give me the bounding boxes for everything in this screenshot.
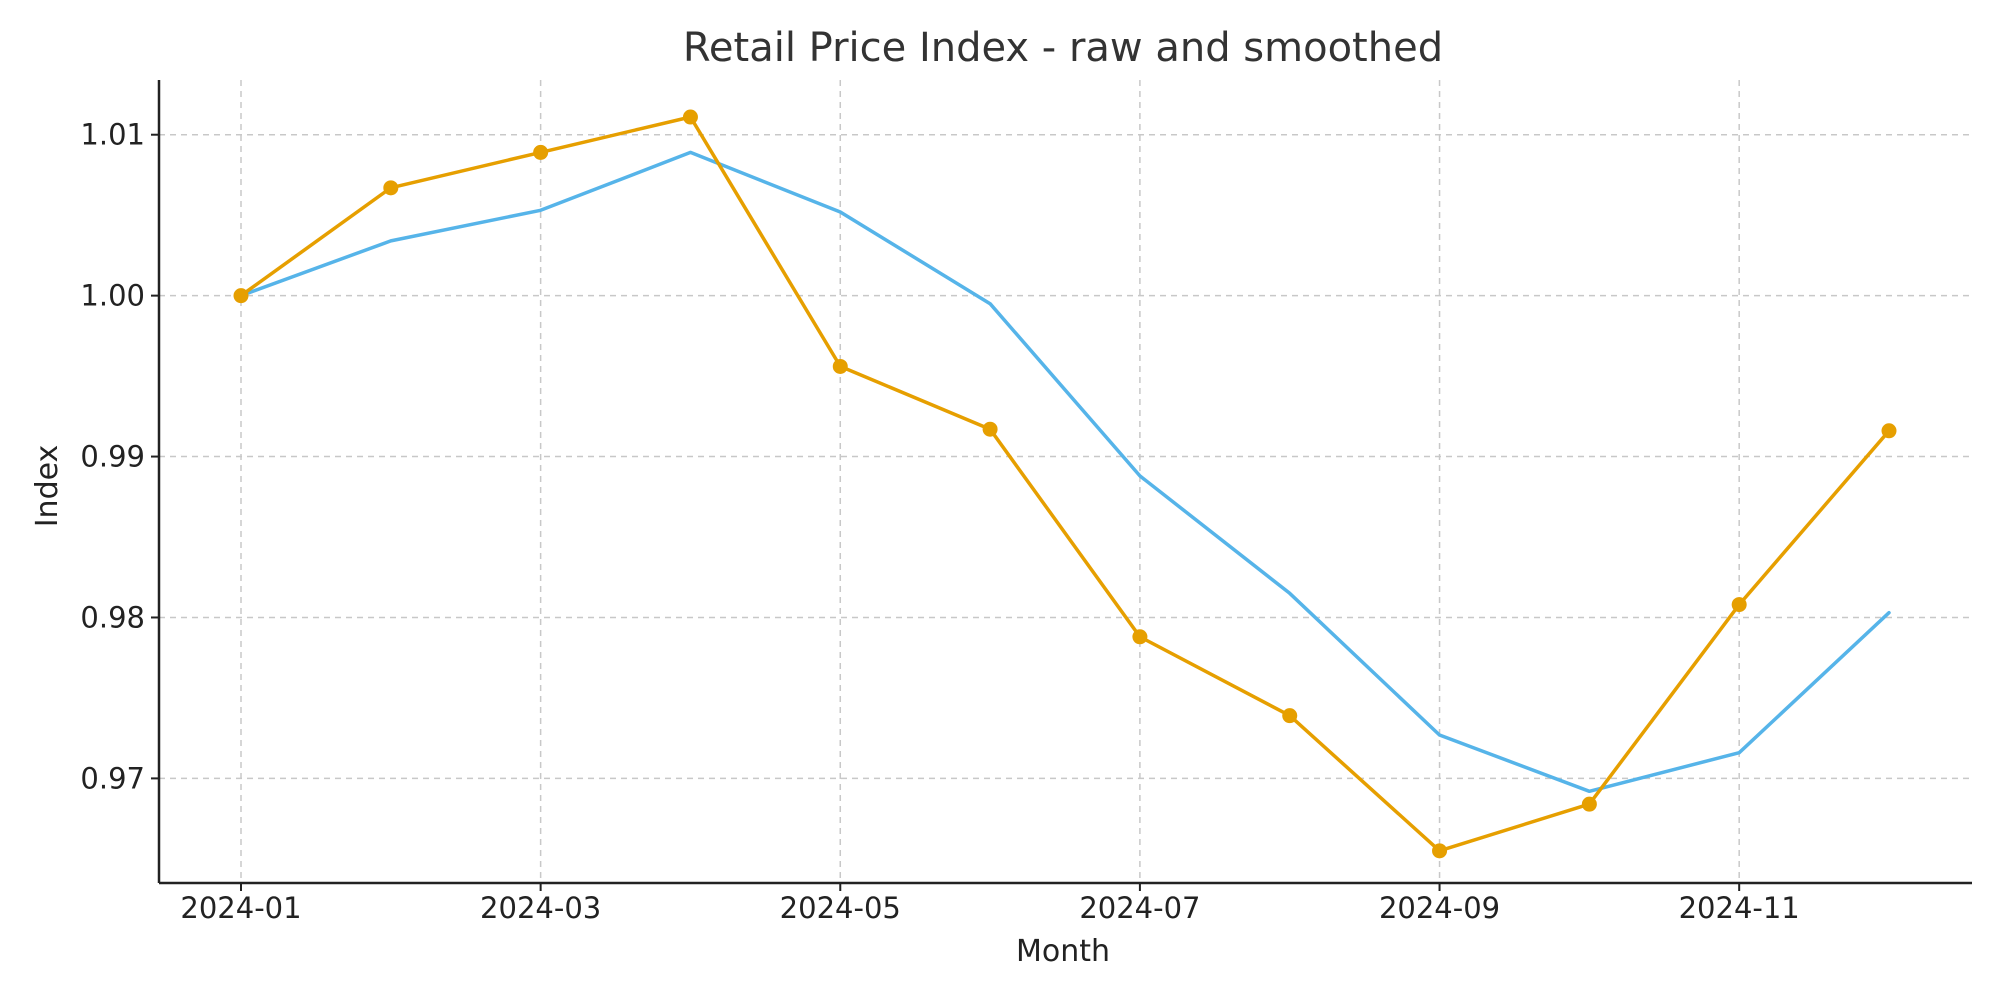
data-point (1581, 796, 1597, 812)
series-2 (233, 109, 1897, 859)
data-point (682, 109, 698, 125)
data-point (1432, 843, 1448, 859)
data-point (233, 288, 249, 304)
x-tick-label: 2024-09 (1379, 891, 1500, 925)
x-tick-label: 2024-07 (1079, 891, 1200, 925)
axes (157, 80, 1972, 885)
y-axis-label: Index (30, 445, 65, 528)
x-tick-label: 2024-11 (1679, 891, 1800, 925)
tick-labels: 2024-01 2024-03 2024-05 2024-07 2024-09 2024-… (80, 118, 1799, 925)
data-point (1881, 423, 1897, 439)
plot-area (233, 109, 1897, 859)
chart-title: Retail Price Index - raw and smoothed (683, 25, 1443, 71)
series-1 (239, 150, 1891, 794)
series-line (239, 150, 1891, 794)
y-tick-label: 0.99 (80, 440, 145, 474)
data-point (1132, 629, 1148, 645)
y-tick-label: 0.98 (80, 600, 145, 634)
data-point (982, 421, 998, 437)
data-point (1731, 597, 1747, 613)
y-tick-label: 1.01 (80, 118, 145, 152)
data-point (1282, 708, 1298, 724)
data-point (832, 358, 848, 374)
grid-lines (159, 80, 1972, 883)
x-tick-label: 2024-03 (480, 891, 601, 925)
y-tick-label: 0.97 (80, 761, 145, 795)
x-axis-label: Month (1016, 934, 1110, 969)
series-line (239, 115, 1891, 853)
x-tick-label: 2024-05 (780, 891, 901, 925)
data-point (383, 180, 399, 196)
data-point (533, 144, 549, 160)
x-tick-label: 2024-01 (180, 891, 301, 925)
y-tick-label: 1.00 (80, 279, 145, 313)
